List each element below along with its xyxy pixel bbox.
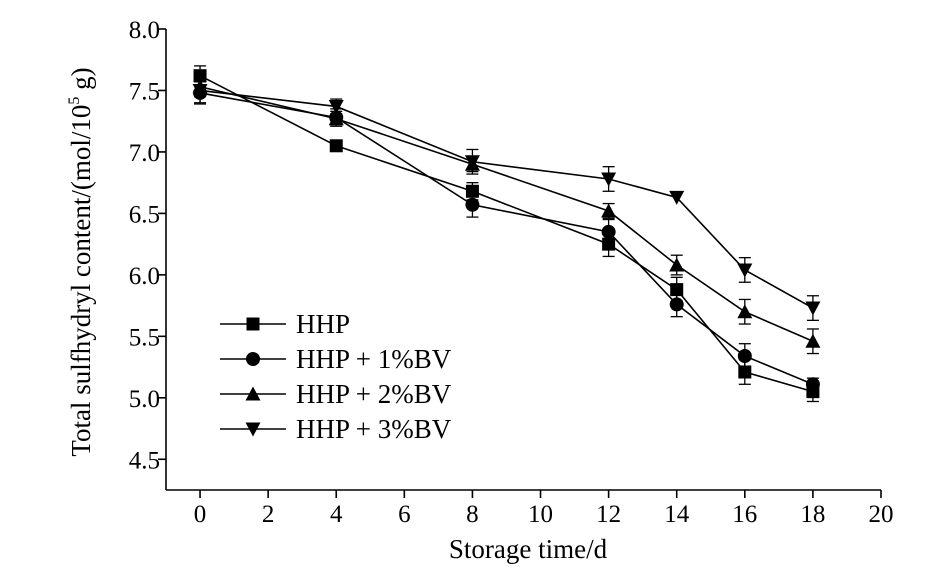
series-3 — [192, 77, 821, 322]
x-tick-label: 2 — [262, 501, 275, 528]
y-axis-label-end: g) — [66, 67, 96, 96]
y-tick-label: 6.5 — [129, 201, 160, 228]
data-point — [669, 257, 685, 272]
x-tick-label: 16 — [732, 501, 757, 528]
legend-label: HHP — [296, 309, 350, 339]
series-layer — [192, 65, 821, 403]
x-tick-label: 8 — [466, 501, 479, 528]
legend-marker — [245, 422, 261, 437]
data-point — [465, 197, 480, 212]
data-point — [669, 190, 685, 205]
x-tick-label: 20 — [869, 501, 894, 528]
legend-item: HHP + 2%BV — [220, 379, 452, 409]
data-point — [601, 172, 617, 187]
data-point — [328, 111, 344, 126]
x-tick-label: 12 — [596, 501, 621, 528]
data-point — [464, 155, 480, 170]
y-tick-label: 7.5 — [129, 78, 160, 105]
series-line — [199, 92, 814, 386]
legend-item: HHP — [220, 309, 350, 339]
data-point — [670, 283, 684, 297]
legend-label: HHP + 2%BV — [296, 379, 452, 409]
y-tick-label: 4.5 — [129, 447, 160, 474]
y-tick-label: 5.0 — [129, 386, 160, 413]
x-tick-label: 14 — [664, 501, 690, 528]
x-tick-label: 0 — [194, 501, 207, 528]
data-point — [193, 69, 207, 83]
series-1 — [193, 81, 820, 392]
chart-axes — [165, 29, 881, 491]
data-point — [329, 139, 343, 153]
y-axis-label-main: Total sulfhydryl content/(mol/10 — [66, 105, 96, 457]
legend-item: HHP + 3%BV — [220, 414, 452, 444]
y-axis-label: Total sulfhydryl content/(mol/105 g) — [66, 67, 96, 456]
data-point — [737, 304, 753, 319]
y-axis-ticks: 4.5 5.0 5.5 6.0 6.5 7.0 7.5 8.0 — [129, 17, 166, 474]
data-point — [328, 99, 344, 114]
x-tick-label: 10 — [528, 501, 553, 528]
legend-marker — [246, 352, 260, 366]
legend-label: HHP + 1%BV — [296, 344, 452, 374]
data-point — [192, 83, 208, 98]
legend-marker — [245, 386, 261, 401]
y-axis-label-superscript: 5 — [66, 97, 83, 105]
legend: HHP HHP + 1%BV HHP + 2%BV HHP + 3%BV — [220, 309, 452, 444]
y-tick-label: 6.0 — [129, 263, 160, 290]
data-point — [805, 377, 820, 392]
y-tick-label: 5.5 — [129, 324, 160, 351]
series-0 — [193, 65, 820, 403]
data-point — [465, 184, 479, 198]
data-point — [805, 301, 821, 316]
legend-label: HHP + 3%BV — [296, 414, 452, 444]
legend-marker — [246, 317, 260, 331]
legend-item: HHP + 1%BV — [220, 344, 452, 374]
series-2 — [192, 76, 821, 355]
data-point — [601, 203, 617, 218]
series-line — [199, 75, 814, 393]
y-tick-label: 8.0 — [129, 17, 160, 44]
x-tick-label: 6 — [398, 501, 411, 528]
data-point — [805, 333, 821, 348]
data-point — [737, 263, 753, 278]
data-point — [601, 224, 616, 239]
data-point — [737, 349, 752, 364]
x-tick-label: 4 — [330, 501, 343, 528]
x-tick-label: 18 — [800, 501, 825, 528]
series-line — [199, 85, 814, 342]
y-tick-label: 7.0 — [129, 140, 160, 167]
x-axis-label: Storage time/d — [449, 534, 608, 564]
data-point — [669, 297, 684, 312]
x-axis-ticks: 0 2 4 6 8 10 12 14 16 18 20 — [194, 490, 894, 528]
